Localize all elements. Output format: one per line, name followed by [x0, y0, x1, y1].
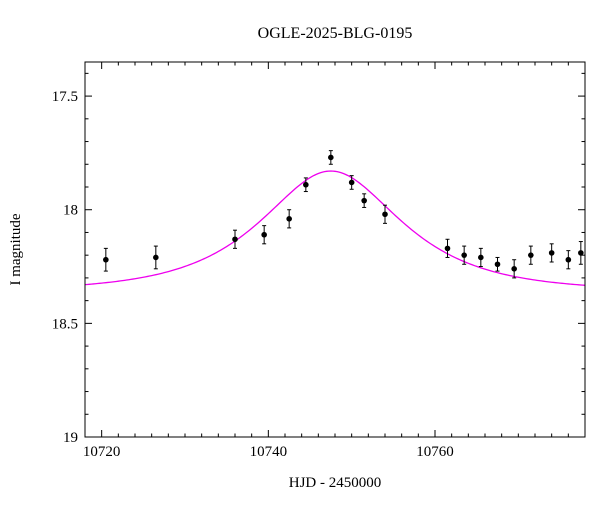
data-point: [153, 254, 159, 261]
error-bars: [103, 150, 583, 279]
data-point: [528, 252, 534, 258]
data-point: [548, 250, 555, 256]
y-tick-label: 19: [63, 430, 78, 446]
data-point: [444, 245, 451, 252]
data-points: [103, 154, 584, 272]
model-curve: [84, 170, 586, 286]
data-point: [286, 216, 292, 222]
y-tick-label: 18.5: [52, 316, 78, 332]
x-tick-label: 10760: [416, 444, 454, 460]
data-point: [348, 179, 355, 186]
data-point: [461, 252, 467, 258]
data-point: [494, 261, 501, 268]
x-axis-label: HJD - 2450000: [289, 475, 382, 491]
data-point: [303, 181, 309, 188]
x-tick-label: 10740: [250, 444, 288, 460]
axis-ticks: [85, 62, 585, 438]
data-point: [232, 236, 238, 243]
y-tick-label: 17.5: [52, 89, 78, 105]
data-point: [511, 266, 517, 272]
data-point: [382, 211, 388, 218]
plot-frame: [84, 61, 586, 438]
x-tick-label: 10720: [83, 444, 121, 460]
data-point: [103, 256, 109, 263]
chart-title: OGLE-2025-BLG-0195: [258, 25, 413, 42]
data-point: [478, 254, 484, 261]
y-tick-label: 18: [63, 203, 78, 219]
data-point: [328, 154, 334, 161]
y-axis-label: I magnitude: [8, 213, 24, 285]
axis-tick-labels: 10720 10740 10760 17.5 18 18.5 19: [52, 89, 454, 460]
data-point: [565, 256, 572, 263]
data-point: [578, 250, 584, 256]
data-point: [361, 197, 367, 204]
data-point: [261, 231, 267, 238]
